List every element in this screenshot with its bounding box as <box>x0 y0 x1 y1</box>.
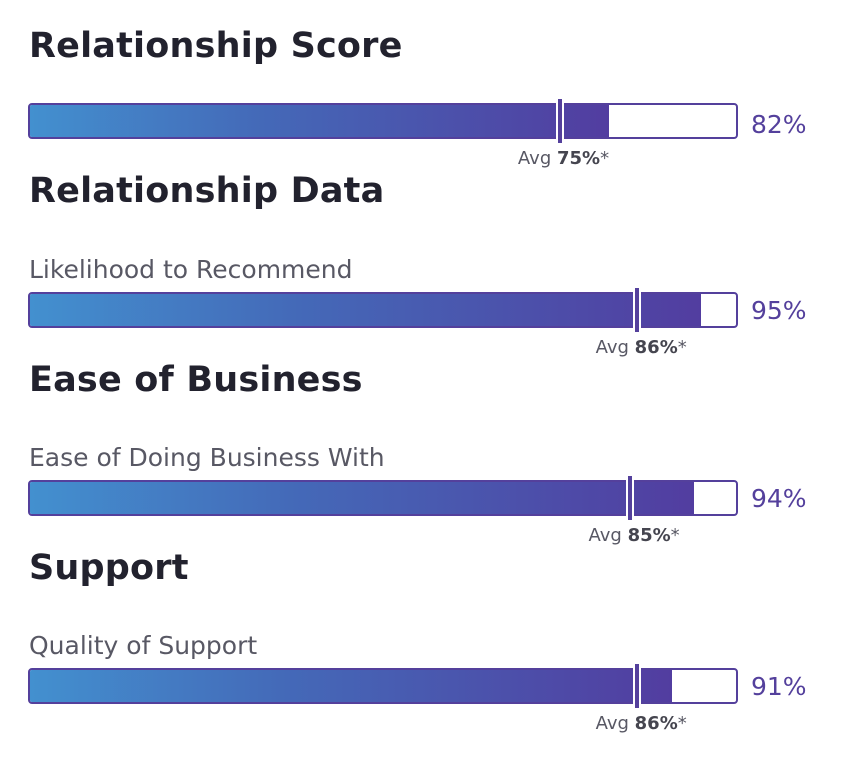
average-value: 75% <box>556 148 601 169</box>
score-bar-ease-of-doing-business-with <box>28 480 738 516</box>
score-bar-fill <box>30 294 701 326</box>
score-bar-fill <box>30 105 609 137</box>
average-value: 86% <box>634 713 678 734</box>
average-label: Avg 75%* <box>484 150 644 168</box>
score-bar-fill <box>30 482 694 514</box>
section-heading-relationship-data: Relationship Data <box>29 171 385 211</box>
score-bar-fill <box>30 670 673 702</box>
score-percent: 91% <box>751 672 807 701</box>
average-suffix: * <box>600 148 610 169</box>
average-prefix: Avg <box>588 525 622 546</box>
section-heading-ease-of-business: Ease of Business <box>29 360 363 400</box>
score-bar-likelihood-to-recommend <box>28 292 738 328</box>
average-label: Avg 85%* <box>554 527 714 545</box>
score-percent: 82% <box>751 110 807 139</box>
score-bar-relationship-score <box>28 103 738 139</box>
average-suffix: * <box>677 337 687 358</box>
metric-label-quality-of-support: Quality of Support <box>29 631 258 660</box>
average-marker <box>633 288 642 332</box>
average-suffix: * <box>670 525 680 546</box>
average-suffix: * <box>677 713 687 734</box>
average-prefix: Avg <box>595 713 629 734</box>
score-percent: 95% <box>751 296 807 325</box>
section-heading-relationship-score: Relationship Score <box>29 26 403 66</box>
average-marker <box>633 664 642 708</box>
average-label: Avg 86%* <box>561 715 721 733</box>
section-heading-support: Support <box>29 548 189 588</box>
average-value: 85% <box>627 525 671 546</box>
score-percent: 94% <box>751 484 807 513</box>
average-value: 86% <box>634 337 678 358</box>
average-prefix: Avg <box>595 337 629 358</box>
score-bar-quality-of-support <box>28 668 738 704</box>
average-label: Avg 86%* <box>561 339 721 357</box>
average-marker <box>555 99 564 143</box>
average-marker <box>626 476 635 520</box>
metric-label-ease-of-doing-business-with: Ease of Doing Business With <box>29 443 385 472</box>
average-prefix: Avg <box>517 148 552 169</box>
metric-label-likelihood-to-recommend: Likelihood to Recommend <box>29 255 353 284</box>
